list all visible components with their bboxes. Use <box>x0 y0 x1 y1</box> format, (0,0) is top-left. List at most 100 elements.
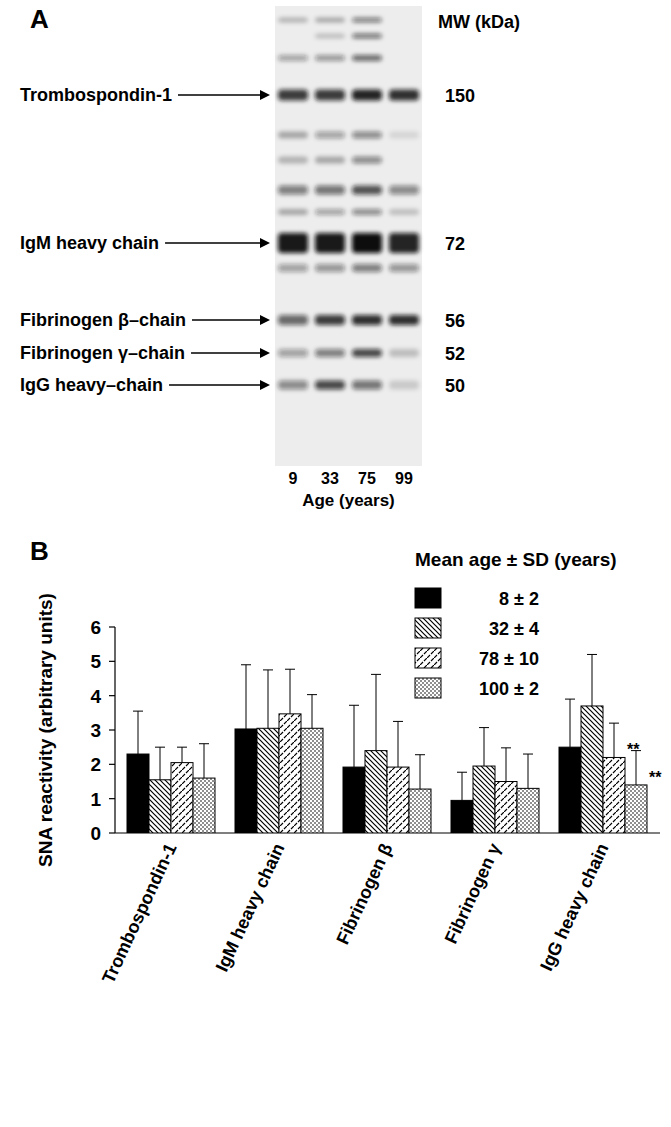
band <box>315 18 345 23</box>
band <box>389 186 419 195</box>
band <box>352 381 382 390</box>
error-cap <box>133 711 143 712</box>
error-line <box>484 728 485 766</box>
bar <box>581 706 603 833</box>
error-line <box>528 754 529 788</box>
band <box>389 233 419 253</box>
error-line <box>312 695 313 729</box>
lane-label: 75 <box>358 470 376 487</box>
error-cap <box>457 772 467 773</box>
y-tick-label: 4 <box>90 686 101 707</box>
error-bar <box>177 747 187 762</box>
bar <box>171 763 193 833</box>
arrow-head <box>260 238 270 248</box>
band <box>278 264 308 272</box>
error-cap <box>349 705 359 706</box>
bar <box>127 754 149 833</box>
error-cap <box>609 723 619 724</box>
band <box>389 264 419 272</box>
bar <box>625 785 647 833</box>
band <box>278 209 308 215</box>
error-bar <box>241 665 251 729</box>
error-cap <box>501 747 511 748</box>
arrow-shaft <box>192 319 262 321</box>
mw-label: 52 <box>445 344 465 364</box>
band <box>389 132 419 139</box>
y-label: SNA reactivity (arbitrary units) <box>35 593 56 867</box>
band <box>315 157 345 164</box>
band <box>315 264 345 272</box>
mw-label: 56 <box>445 311 465 331</box>
band <box>278 186 308 195</box>
band <box>389 315 419 325</box>
band <box>352 157 382 164</box>
error-line <box>614 723 615 757</box>
error-bar <box>415 755 425 789</box>
error-line <box>420 755 421 789</box>
x-tick-label: IgM heavy chain <box>212 840 289 974</box>
error-cap <box>415 754 425 755</box>
band <box>352 34 382 39</box>
legend-title: Mean age ± SD (years) <box>415 549 617 570</box>
mw-label: 150 <box>445 86 475 106</box>
arrow-shaft <box>169 384 262 386</box>
mw-label: 50 <box>445 376 465 396</box>
panel-label: B <box>30 536 49 566</box>
y-tick <box>109 764 115 765</box>
band <box>352 315 382 325</box>
band <box>278 55 308 61</box>
bar <box>451 800 473 833</box>
band <box>389 381 419 390</box>
error-cap <box>479 727 489 728</box>
band-label: Fibrinogen γ–chain <box>20 343 185 363</box>
band <box>278 157 308 164</box>
band <box>315 381 345 390</box>
mw-title: MW (kDa) <box>438 12 520 32</box>
legend-swatch <box>415 588 441 608</box>
mw-label: 72 <box>445 234 465 254</box>
bar <box>279 714 301 833</box>
annotation: ** <box>649 769 662 786</box>
legend: Mean age ± SD (years)8 ± 232 ± 478 ± 101… <box>415 549 617 699</box>
bar <box>387 767 409 833</box>
arrow-head <box>260 348 270 358</box>
error-bar <box>609 723 619 757</box>
error-cap <box>177 747 187 748</box>
band <box>315 186 345 195</box>
band <box>352 55 382 61</box>
error-cap <box>393 721 403 722</box>
error-bar <box>479 728 489 766</box>
band <box>352 18 382 23</box>
band <box>278 315 308 325</box>
y-tick-label: 3 <box>90 720 101 741</box>
error-bar <box>393 721 403 767</box>
bar <box>365 751 387 833</box>
error-line <box>398 721 399 767</box>
error-line <box>138 711 139 754</box>
panel-b: B0123456SNA reactivity (arbitrary units)… <box>30 536 662 986</box>
y-tick <box>109 832 115 833</box>
legend-label: 8 ± 2 <box>499 589 539 609</box>
band <box>278 349 308 357</box>
band-label: IgG heavy–chain <box>20 375 163 395</box>
error-line <box>160 747 161 780</box>
error-bar <box>457 772 467 800</box>
band <box>278 132 308 139</box>
error-line <box>462 772 463 800</box>
lane-label: 99 <box>395 470 413 487</box>
band <box>352 186 382 195</box>
bar <box>257 728 279 833</box>
band <box>352 349 382 357</box>
error-bar <box>523 754 533 788</box>
arrow-head <box>260 315 270 325</box>
arrow-shaft <box>165 242 262 244</box>
band <box>278 381 308 390</box>
band <box>389 209 419 215</box>
x-tick-label: Trombospondin-1 <box>98 840 180 986</box>
band <box>315 349 345 357</box>
band <box>278 90 308 101</box>
band-label: IgM heavy chain <box>20 233 159 253</box>
band-label: Fibrinogen β–chain <box>20 310 186 330</box>
bar <box>235 729 257 833</box>
band <box>389 349 419 357</box>
